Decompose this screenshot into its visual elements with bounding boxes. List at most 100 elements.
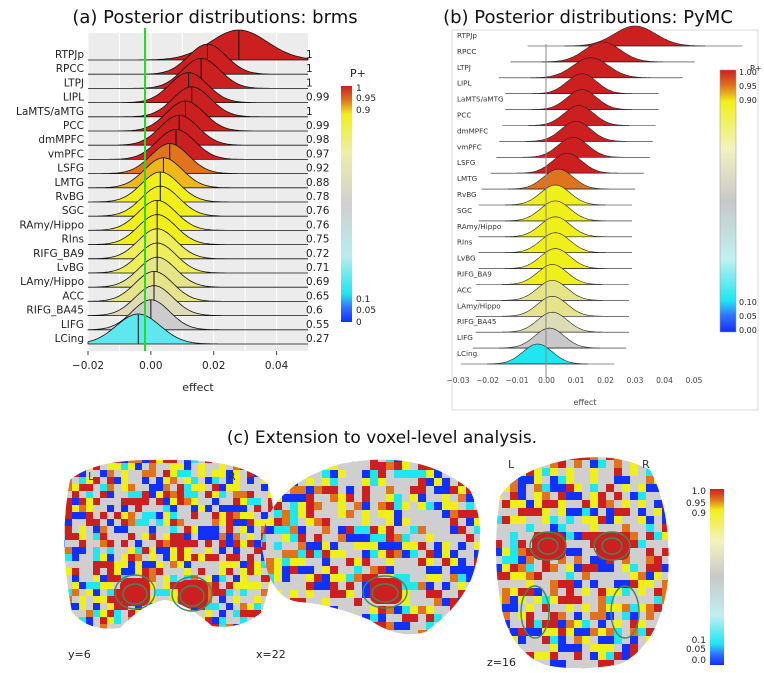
voxel: [198, 470, 205, 477]
panel-b-region-label: LIFG: [457, 333, 473, 342]
voxel: [574, 644, 582, 652]
voxel: [458, 510, 466, 518]
voxel: [121, 470, 128, 477]
voxel: [574, 628, 582, 636]
voxel: [474, 526, 480, 534]
panel-b-ridge: [504, 184, 606, 206]
voxel: [670, 660, 678, 668]
voxel: [205, 477, 212, 484]
voxel: [550, 516, 558, 524]
panel-b-ridge: [528, 105, 630, 126]
voxel: [330, 582, 338, 590]
voxel: [254, 470, 261, 477]
voxel: [434, 542, 442, 550]
voxel: [646, 668, 654, 669]
voxel: [482, 606, 490, 614]
voxel: [100, 582, 107, 589]
voxel: [474, 542, 480, 550]
voxel: [128, 533, 135, 540]
voxel: [298, 510, 306, 518]
voxel: [107, 477, 114, 484]
voxel: [550, 484, 558, 492]
voxel: [490, 598, 498, 606]
voxel: [458, 590, 466, 598]
voxel: [474, 590, 480, 598]
panel-a-region-label: LIPL: [63, 92, 84, 104]
voxel: [65, 519, 72, 526]
voxel: [247, 533, 254, 540]
voxel: [107, 484, 114, 491]
voxel: [247, 512, 254, 519]
voxel: [558, 580, 566, 588]
voxel: [135, 554, 142, 561]
voxel: [247, 554, 254, 561]
voxel: [205, 505, 212, 512]
voxel: [149, 547, 156, 554]
panel-a-region-label: SGC: [62, 205, 84, 217]
voxel: [121, 519, 128, 526]
voxel: [247, 470, 254, 477]
voxel: [64, 603, 65, 610]
voxel: [542, 516, 550, 524]
voxel: [534, 628, 542, 636]
voxel: [298, 566, 306, 574]
voxel: [314, 614, 322, 622]
voxel: [638, 484, 646, 492]
voxel: [510, 628, 518, 636]
voxel: [170, 561, 177, 568]
voxel: [163, 610, 170, 617]
voxel: [93, 631, 100, 638]
voxel: [100, 540, 107, 547]
voxel: [72, 589, 79, 596]
voxel: [275, 631, 282, 638]
panel-b-region-label: RvBG: [457, 190, 477, 199]
voxel: [490, 454, 498, 462]
voxel: [128, 463, 135, 470]
voxel: [233, 498, 240, 505]
panel-b-x-ticks: −0.03 −0.02 −0.01 0.00 0.01 0.02 0.03 0.04 0.05: [447, 376, 703, 385]
voxel: [64, 617, 65, 624]
voxel: [114, 459, 121, 463]
voxel: [298, 494, 306, 502]
voxel: [518, 508, 526, 516]
voxel: [191, 491, 198, 498]
voxel: [662, 620, 669, 628]
voxel: [322, 526, 330, 534]
panel-a-ridge: [88, 86, 308, 118]
voxel: [149, 533, 156, 540]
panel-b-tick-label: −0.03: [447, 376, 470, 385]
voxel: [93, 582, 100, 589]
voxel: [466, 494, 474, 502]
voxel: [177, 484, 184, 491]
voxel: [93, 554, 100, 561]
voxel: [458, 526, 466, 534]
voxel: [502, 500, 510, 508]
voxel: [362, 550, 370, 558]
voxel: [482, 518, 490, 526]
voxel: [184, 484, 191, 491]
voxel: [502, 476, 510, 484]
voxel: [590, 500, 598, 508]
voxel: [290, 478, 298, 486]
panel-b-ridge: [564, 25, 706, 47]
voxel: [590, 492, 598, 500]
voxel: [566, 548, 574, 556]
voxel: [184, 624, 191, 629]
voxel: [79, 505, 86, 512]
voxel: [622, 644, 630, 652]
voxel: [670, 516, 678, 524]
voxel: [121, 568, 128, 575]
voxel: [402, 614, 410, 622]
voxel: [550, 580, 558, 588]
voxel: [306, 494, 314, 502]
voxel: [322, 478, 330, 486]
panel-a-p-value: 0.27: [306, 333, 329, 345]
voxel: [233, 610, 240, 617]
voxel: [219, 533, 226, 540]
voxel: [394, 459, 402, 462]
panel-c-title: (c) Extension to voxel-level analysis.: [227, 428, 537, 448]
voxel: [226, 540, 233, 547]
voxel: [526, 652, 534, 660]
voxel: [590, 556, 598, 564]
voxel: [247, 561, 254, 568]
